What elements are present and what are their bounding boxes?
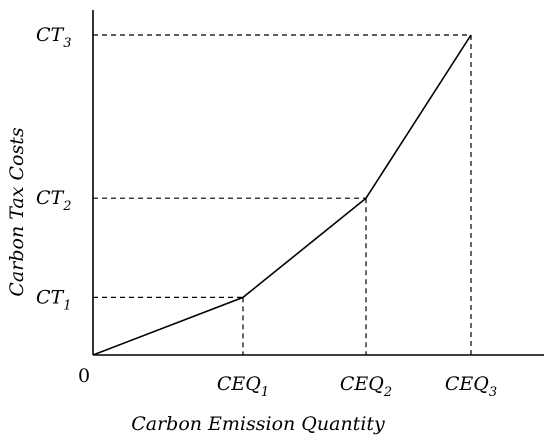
y-axis-title: Carbon Tax Costs <box>6 127 28 296</box>
carbon-tax-curve <box>92 34 472 356</box>
x-tick-label-1: CEQ1 <box>217 373 269 400</box>
x-tick-labels: CEQ1 CEQ2 CEQ3 <box>217 373 497 400</box>
x-tick-label-3: CEQ3 <box>445 373 497 400</box>
series-layer <box>92 34 472 356</box>
x-axis-title: Carbon Emission Quantity <box>131 413 385 435</box>
origin-label: 0 <box>78 365 90 387</box>
x-tick-label-2: CEQ2 <box>340 373 392 400</box>
y-tick-labels: CT1 CT2 CT3 <box>36 24 72 313</box>
y-tick-label-1: CT1 <box>36 286 72 313</box>
dashed-guides <box>93 34 472 355</box>
y-tick-label-2: CT2 <box>36 187 72 214</box>
y-tick-label-3: CT3 <box>36 24 72 51</box>
